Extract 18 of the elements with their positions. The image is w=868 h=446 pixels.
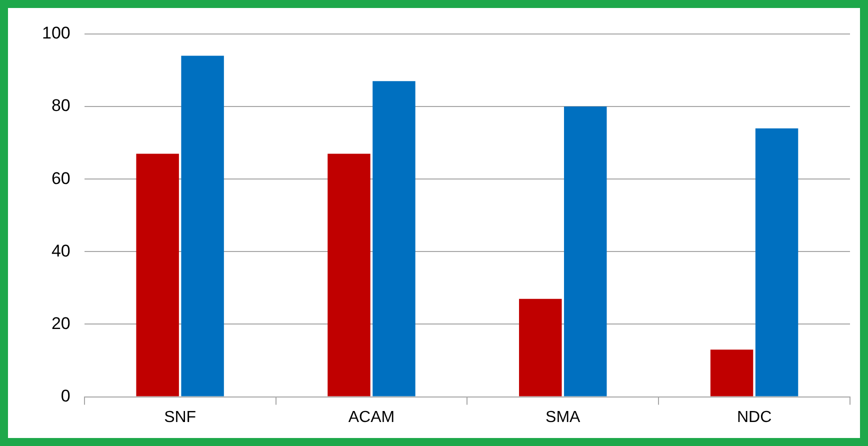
x-tick-label: SNF [164,408,196,426]
bar [136,154,179,396]
bar [755,128,798,396]
bar [372,81,416,396]
bar [519,298,562,396]
x-tick-label: ACAM [348,408,395,426]
bar [564,106,607,396]
y-tick-label: 20 [51,314,70,333]
x-tick-label: NDC [736,408,772,426]
bar [181,56,224,396]
bar [328,154,370,396]
x-tick-label: SMA [546,408,581,426]
y-tick-label: 100 [42,24,70,43]
y-tick-label: 0 [60,386,70,406]
y-tick-label: 60 [51,168,70,188]
y-tick-label: 80 [51,96,70,116]
bar [710,350,754,396]
y-tick-label: 40 [51,241,70,260]
